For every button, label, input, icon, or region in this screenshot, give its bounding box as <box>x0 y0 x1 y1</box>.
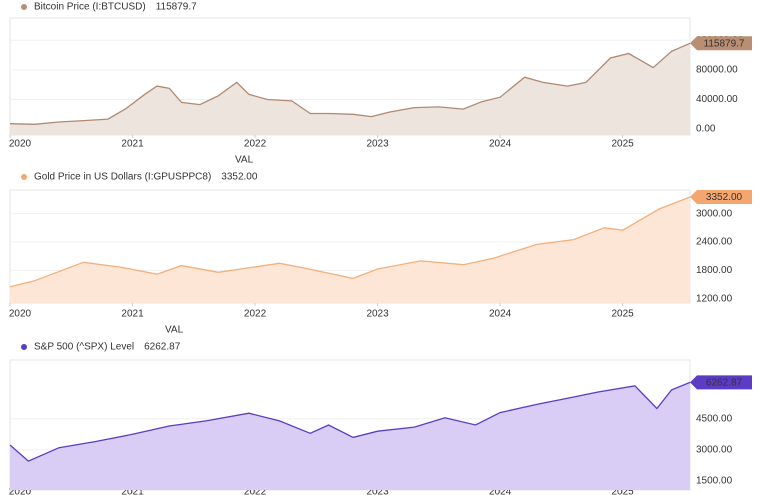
x-tick-label: 2023 <box>366 309 389 320</box>
value-flag <box>690 36 752 51</box>
legend-label: Gold Price in US Dollars (I:GPUSPPC8) <box>34 172 211 183</box>
legend-value: 115879.7 <box>156 2 197 13</box>
area <box>10 43 690 135</box>
x-tick-label: 2021 <box>121 139 144 150</box>
x-tick-label: 2022 <box>244 309 267 320</box>
y-axis-label: VAL <box>165 325 184 336</box>
y-tick-label: 1800.00 <box>696 265 733 276</box>
y-tick-label: 1500.00 <box>696 475 733 486</box>
line <box>9 42 691 125</box>
x-tick-label: 2020 <box>9 309 32 320</box>
y-tick-label: 3000.00 <box>696 208 733 219</box>
x-tick-label: 2024 <box>489 487 512 495</box>
x-tick-label: 2025 <box>611 487 634 495</box>
value-flag-label: 6262.87 <box>706 378 743 389</box>
legend-label: S&P 500 (^SPX) Level <box>34 342 134 353</box>
value-flag <box>690 189 752 204</box>
x-tick-label: 2025 <box>611 139 634 150</box>
line <box>9 196 691 288</box>
y-tick-label: 4500.00 <box>696 413 733 424</box>
value-flag-label: 3352.00 <box>706 192 743 203</box>
x-tick-label: 2023 <box>366 487 389 495</box>
x-tick-label: 2022 <box>244 487 267 495</box>
value-flag-label: 115879.7 <box>704 38 745 49</box>
x-tick-label: 2020 <box>9 487 32 495</box>
line <box>9 381 691 462</box>
y-tick-label: 2400.00 <box>696 237 733 248</box>
legend-label: Bitcoin Price (I:BTCUSD) <box>34 2 146 13</box>
legend-value: 6262.87 <box>144 342 181 353</box>
area <box>10 197 690 303</box>
x-tick-label: 2024 <box>489 309 512 320</box>
legend-value: 3352.00 <box>221 172 258 183</box>
y-tick-label: 40000.00 <box>696 94 738 105</box>
x-tick-label: 2021 <box>121 487 144 495</box>
value-flag <box>690 375 752 390</box>
y-tick-label: 3000.00 <box>696 444 733 455</box>
y-tick-label: 80000.00 <box>696 64 738 75</box>
x-tick-label: 2021 <box>121 309 144 320</box>
y-tick-label: 0.00 <box>696 124 716 135</box>
x-tick-label: 2022 <box>244 139 267 150</box>
legend-marker <box>21 344 27 350</box>
legend-marker <box>21 4 27 10</box>
x-tick-label: 2020 <box>9 139 32 150</box>
x-tick-label: 2024 <box>489 139 512 150</box>
y-tick-label: 1200.00 <box>696 293 733 304</box>
legend-marker <box>21 174 27 180</box>
y-axis-label: VAL <box>235 155 254 166</box>
x-tick-label: 2025 <box>611 309 634 320</box>
x-tick-label: 2023 <box>366 139 389 150</box>
